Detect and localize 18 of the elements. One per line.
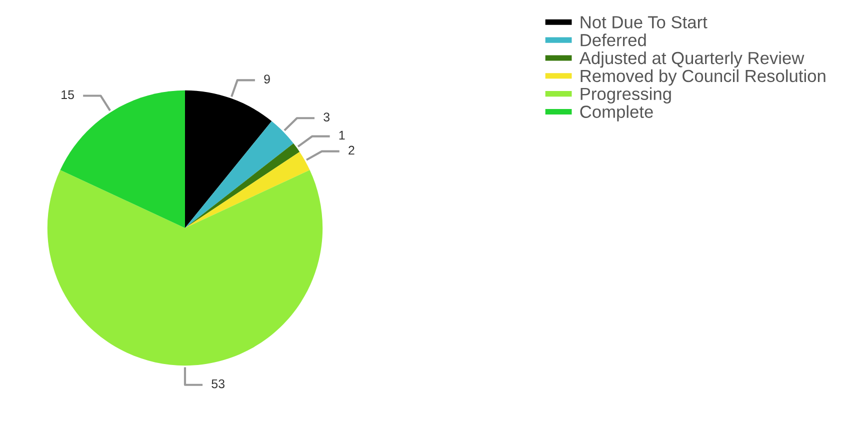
data-label: 53 <box>212 379 224 388</box>
pie-slice <box>185 121 294 228</box>
legend-label: Adjusted at Quarterly Review <box>579 51 804 68</box>
data-label: 15 <box>62 90 74 100</box>
pie-slice <box>185 90 272 228</box>
pie-slice <box>185 143 300 228</box>
legend-label: Removed by Council Resolution <box>580 69 826 86</box>
pie-slice <box>60 90 185 228</box>
data-label: 2 <box>348 146 354 155</box>
legend-label: Deferred <box>580 34 646 46</box>
data-label: 1 <box>339 130 345 140</box>
pie-slice <box>47 170 323 366</box>
legend-label: Not Due To Start <box>580 16 708 28</box>
pie-slice <box>185 152 310 228</box>
legend-label: Complete <box>580 105 653 122</box>
data-label: 9 <box>264 74 270 84</box>
data-label: 3 <box>324 112 330 122</box>
legend-label: Progressing <box>580 87 671 104</box>
